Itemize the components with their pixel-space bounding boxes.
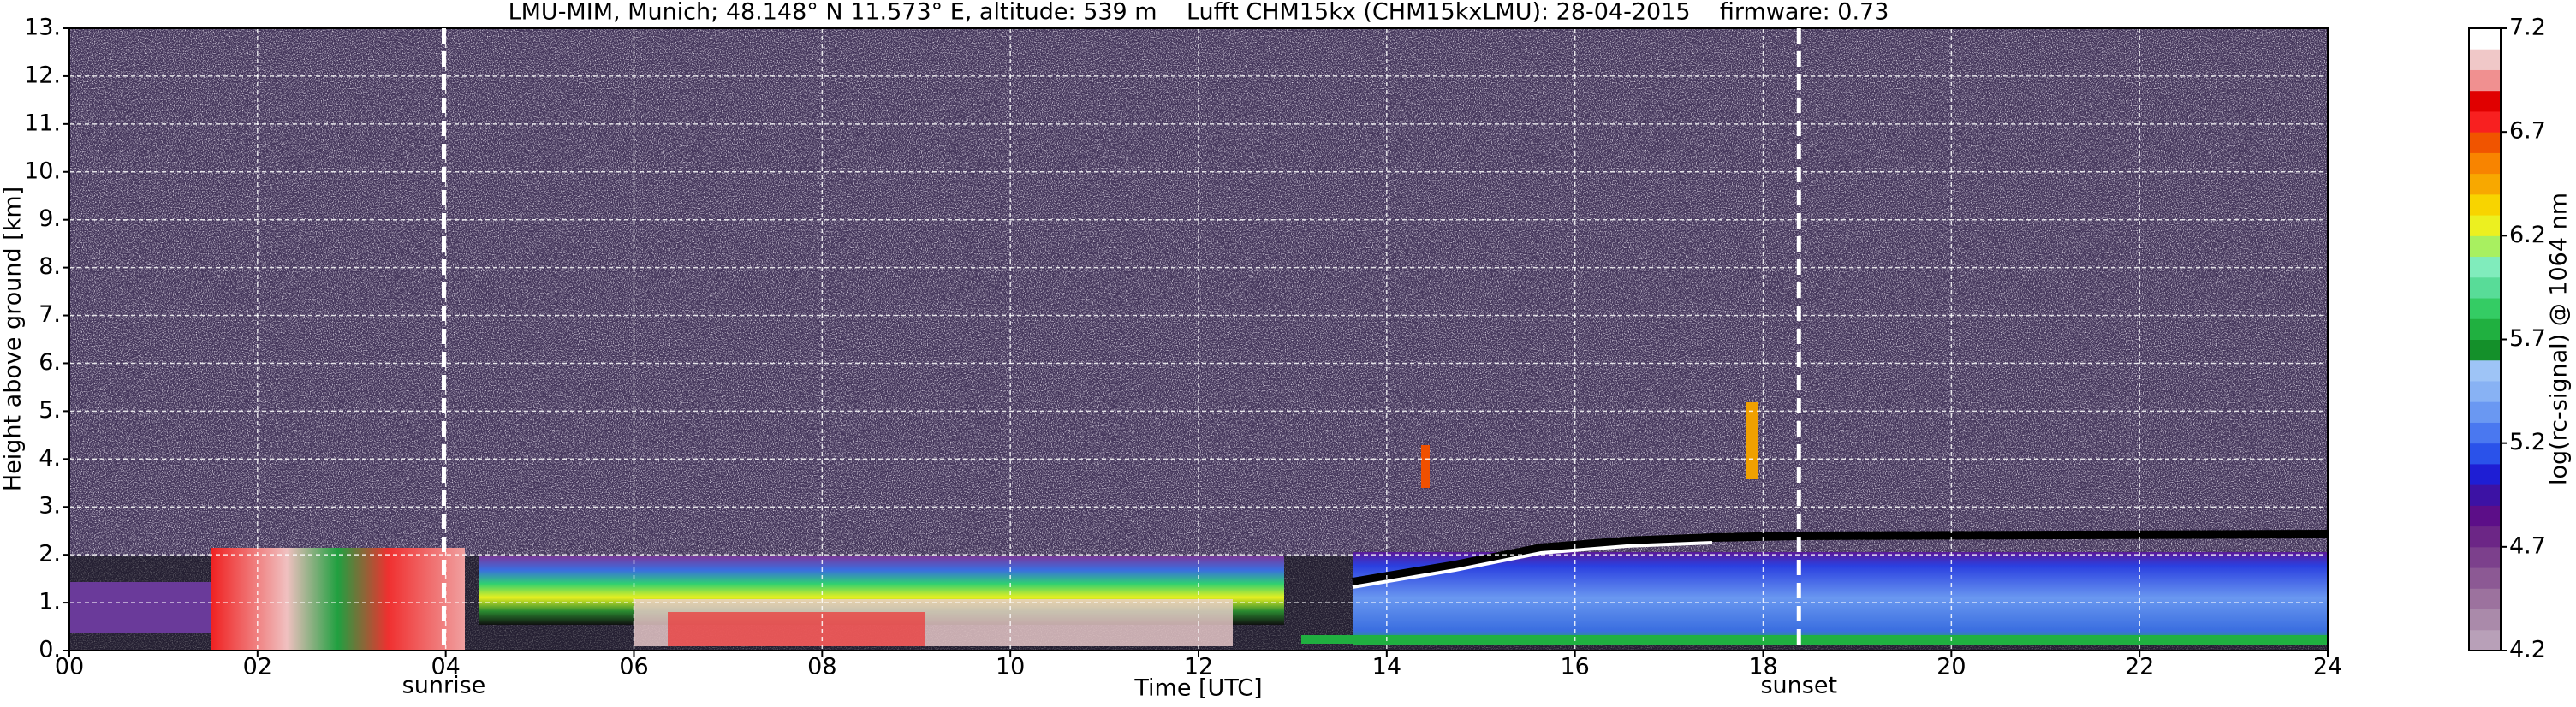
colorbar-step [2469,526,2501,548]
colorbar-step [2469,69,2501,92]
colorbar-step [2469,359,2501,382]
colorbar-step [2469,215,2501,236]
colorbar-step [2469,193,2501,216]
x-tick-label: 10 [996,654,1025,680]
colorbar-step [2469,110,2501,133]
y-tick-label: 13. [24,15,61,41]
x-tick-label: 06 [619,654,648,680]
colorbar-step [2469,132,2501,153]
y-tick-label: 8. [39,253,61,280]
colorbar-tick-label: 4.7 [2509,532,2546,559]
x-tick-label: 14 [1372,654,1401,680]
event-label: sunset [1760,673,1837,699]
x-tick-label: 12 [1184,654,1213,680]
colorbar-step [2469,505,2501,527]
x-tick-label: 04 [431,654,460,680]
aerosol-layer [1353,552,2328,645]
x-tick-label: 02 [243,654,272,680]
aerosol-layer [668,612,925,646]
y-tick-label: 7. [39,301,61,328]
x-tick-label: 00 [55,654,84,680]
colorbar-step [2469,90,2501,112]
ground-layer [1301,635,2328,644]
colorbar-tick-label: 5.2 [2509,429,2546,455]
x-tick-label: 22 [2125,654,2154,680]
x-tick-label: 20 [1936,654,1966,680]
x-tick-label: 18 [1748,654,1777,680]
colorbar-step [2469,28,2501,50]
colorbar-tick-label: 6.7 [2509,118,2546,145]
colorbar-step [2469,443,2501,465]
layer-top [1352,530,2329,586]
colorbar-step [2469,276,2501,299]
y-tick-label: 9. [39,205,61,232]
y-tick-label: 11. [24,110,61,136]
colorbar-step [2469,380,2501,402]
y-tick-label: 12. [24,62,61,88]
colorbar-step [2469,588,2501,610]
y-tick-label: 5. [39,397,61,424]
y-tick-label: 0. [39,637,61,663]
colorbar-step [2469,609,2501,631]
colorbar-step [2469,256,2501,278]
x-axis-label: Time [UTC] [1133,675,1262,702]
y-tick-label: 2. [39,541,61,567]
colorbar-tick-label: 7.2 [2509,15,2546,41]
x-tick-label: 16 [1560,654,1589,680]
y-tick-label: 1. [39,589,61,615]
colorbar-tick-label: 5.7 [2509,325,2546,352]
colorbar-tick-label: 6.2 [2509,222,2546,248]
y-axis-label: Height above ground [km] [0,187,27,491]
colorbar-step [2469,339,2501,361]
colorbar-step [2469,463,2501,485]
aerosol-layer [69,582,232,633]
colorbar-step [2469,49,2501,70]
cloud [1746,402,1758,479]
colorbar-tick-label: 4.2 [2509,637,2546,663]
colorbar-step [2469,173,2501,195]
y-tick-label: 6. [39,349,61,376]
colorbar-step [2469,401,2501,423]
colorbar-step [2469,422,2501,444]
colorbar-step [2469,546,2501,568]
colorbar-step [2469,567,2501,589]
cloud [1421,445,1430,488]
y-tick-label: 3. [39,493,61,520]
colorbar-step [2469,152,2501,175]
colorbar-step [2469,629,2501,651]
layer-top [1352,541,1713,589]
colorbar-step [2469,318,2501,340]
x-tick-label: 24 [2313,654,2342,680]
aerosol-layer [211,548,465,651]
colorbar-step [2469,484,2501,506]
y-tick-label: 10. [24,157,61,184]
chart-title: LMU-MIM, Munich; 48.148° N 11.573° E, al… [509,0,1889,26]
colorbar-step [2469,298,2501,319]
event-label: sunrise [402,673,486,699]
y-tick-label: 4. [39,445,61,472]
colorbar-label: log(rc-signal) @ 1064 nm [2546,193,2573,485]
x-tick-label: 08 [807,654,836,680]
colorbar-step [2469,235,2501,258]
